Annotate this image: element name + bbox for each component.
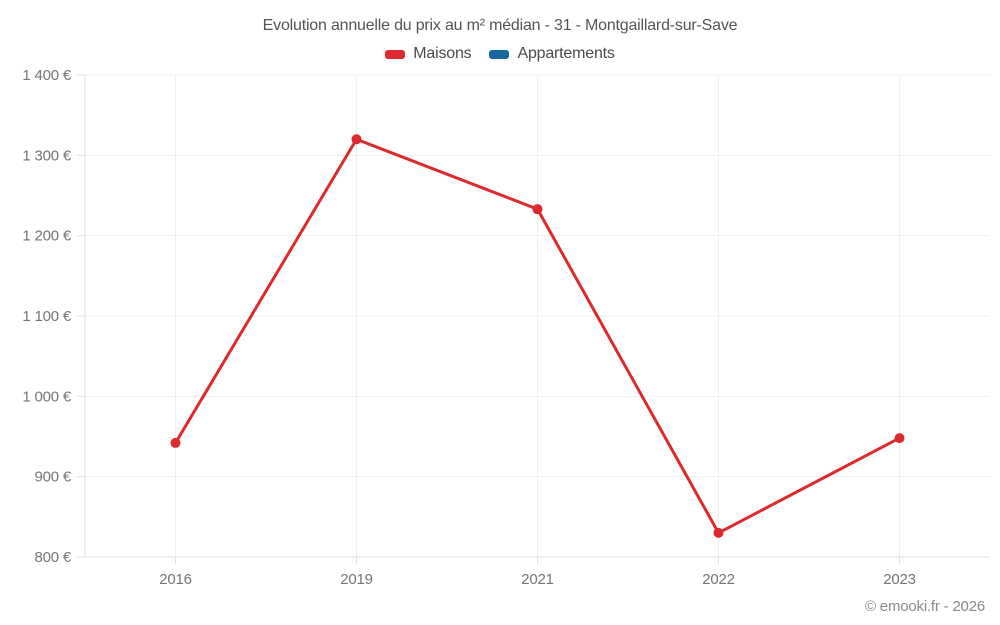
y-tick-label: 1 000 €: [22, 388, 72, 405]
x-tick-label: 2019: [340, 571, 373, 588]
x-tick-label: 2021: [521, 571, 554, 588]
data-point-maisons-2023[interactable]: [894, 433, 905, 444]
chart-title: Evolution annuelle du prix au m² médian …: [262, 17, 738, 34]
y-tick-label: 800 €: [34, 549, 71, 566]
legend-label-appartements: Appartements: [517, 45, 615, 62]
x-tick-label: 2023: [883, 571, 916, 588]
y-tick-label: 1 100 €: [22, 308, 72, 325]
y-tick-label: 1 300 €: [22, 147, 72, 164]
legend: Maisons Appartements: [0, 45, 1000, 63]
y-tick-label: 900 €: [34, 469, 71, 486]
data-point-maisons-2021[interactable]: [532, 204, 543, 215]
y-tick-label: 1 200 €: [22, 228, 72, 245]
x-tick-label: 2022: [702, 571, 735, 588]
data-point-maisons-2016[interactable]: [170, 437, 181, 448]
footer-credit: © emooki.fr - 2026: [864, 598, 985, 615]
data-point-maisons-2019[interactable]: [351, 134, 362, 145]
data-point-maisons-2022[interactable]: [713, 527, 724, 538]
legend-item-appartements[interactable]: Appartements: [489, 45, 615, 63]
legend-item-maisons[interactable]: Maisons: [385, 45, 472, 63]
x-tick-label: 2016: [159, 571, 192, 588]
y-tick-label: 1 400 €: [22, 67, 72, 84]
legend-label-maisons: Maisons: [413, 45, 472, 62]
legend-swatch-appartements-icon: [489, 49, 510, 59]
legend-swatch-maisons-icon: [385, 49, 406, 59]
